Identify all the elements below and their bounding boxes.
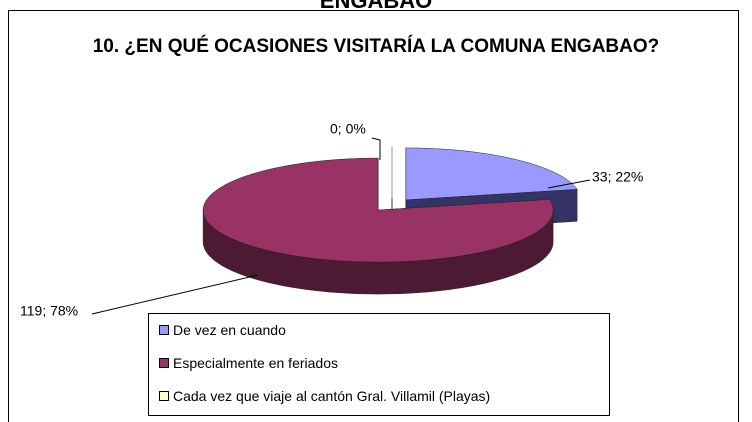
legend-swatch	[159, 325, 169, 335]
data-label: 33; 22%	[592, 169, 643, 185]
legend-swatch	[159, 391, 169, 401]
chart-frame	[8, 10, 739, 422]
leader-line	[371, 137, 381, 160]
legend-entry: Especialmente en feriados	[159, 353, 338, 373]
cropped-heading: ENGABAO	[319, 0, 433, 13]
legend-entry: Cada vez que viaje al cantón Gral. Villa…	[159, 386, 490, 406]
legend-label: Cada vez que viaje al cantón Gral. Villa…	[173, 388, 491, 404]
legend: De vez en cuando Especialmente en feriado…	[148, 313, 610, 416]
data-label: 119; 78%	[20, 303, 78, 319]
legend-label: De vez en cuando	[173, 322, 286, 338]
legend-label: Especialmente en feriados	[173, 355, 338, 371]
chart-title: 10. ¿EN QUÉ OCASIONES VISITARÍA LA COMUN…	[92, 36, 660, 57]
slice	[405, 147, 578, 201]
leader-line	[91, 274, 259, 315]
slice	[202, 157, 554, 263]
data-label: 0; 0%	[330, 121, 366, 137]
legend-swatch	[159, 358, 169, 368]
leader-line	[547, 179, 591, 189]
legend-entry: De vez en cuando	[159, 320, 286, 340]
